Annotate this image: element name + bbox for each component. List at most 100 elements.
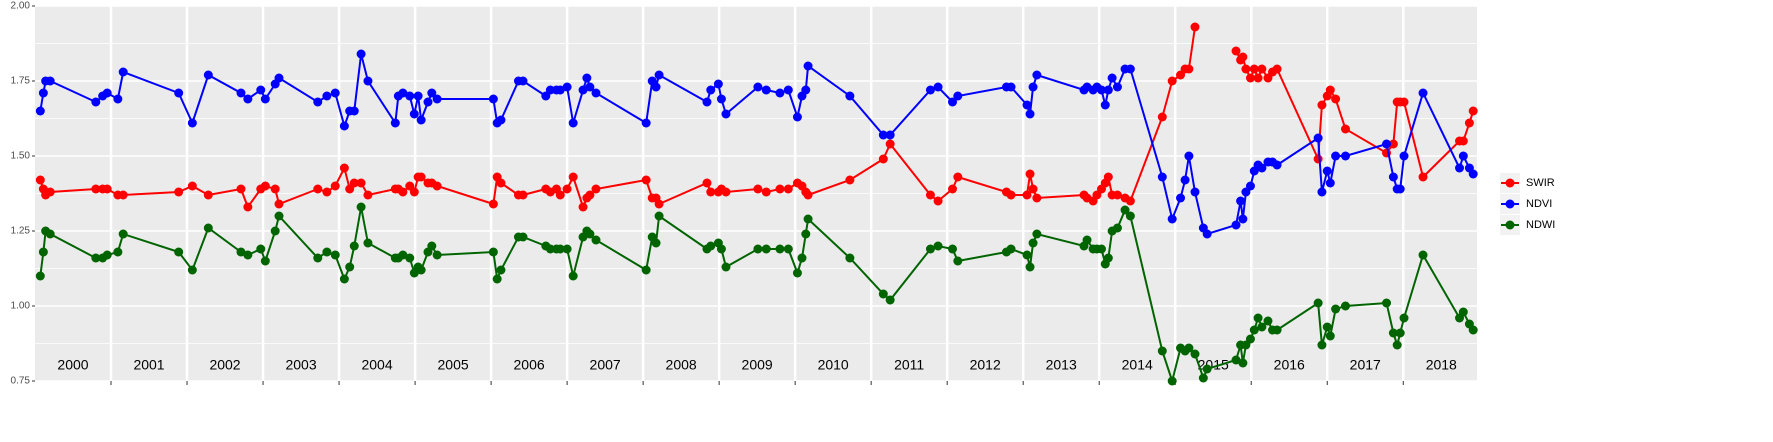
point <box>654 199 664 209</box>
point <box>1468 325 1478 335</box>
year-label: 2011 <box>894 357 924 373</box>
point <box>885 139 895 149</box>
point <box>792 268 802 278</box>
point <box>356 202 366 212</box>
point <box>578 202 588 212</box>
point <box>1455 163 1465 173</box>
point <box>35 175 45 185</box>
point <box>568 118 578 128</box>
point <box>118 67 128 77</box>
year-label: 2016 <box>1274 357 1305 373</box>
point <box>651 238 661 248</box>
point <box>1238 358 1248 368</box>
point <box>243 202 253 212</box>
point <box>721 187 731 197</box>
point <box>591 184 601 194</box>
point <box>35 106 45 116</box>
point <box>753 82 763 92</box>
point <box>236 247 246 257</box>
point <box>1190 22 1200 32</box>
point <box>1112 190 1122 200</box>
point <box>753 244 763 254</box>
point <box>416 115 426 125</box>
point <box>845 175 855 185</box>
point <box>322 187 332 197</box>
point <box>313 184 323 194</box>
point <box>322 247 332 257</box>
y-tick-label: 1.75 <box>11 76 31 87</box>
point <box>585 190 595 200</box>
point <box>1112 82 1122 92</box>
point <box>1340 301 1350 311</box>
point <box>706 241 716 251</box>
point <box>947 244 957 254</box>
point <box>1458 136 1468 146</box>
point <box>878 130 888 140</box>
point <box>187 181 197 191</box>
point <box>1331 151 1341 161</box>
year-label: 2018 <box>1426 357 1457 373</box>
point <box>1458 151 1468 161</box>
point <box>1125 211 1135 221</box>
point <box>1184 151 1194 161</box>
point <box>488 247 498 257</box>
point <box>203 190 213 200</box>
point <box>260 256 270 266</box>
point <box>761 187 771 197</box>
point <box>721 262 731 272</box>
point <box>349 106 359 116</box>
point <box>702 97 712 107</box>
point <box>1103 172 1113 182</box>
point <box>203 223 213 233</box>
point <box>1272 160 1282 170</box>
point <box>1190 349 1200 359</box>
year-label: 2009 <box>742 357 773 373</box>
point <box>330 250 340 260</box>
point <box>1322 166 1332 176</box>
point <box>775 88 785 98</box>
point <box>102 184 112 194</box>
point <box>562 244 572 254</box>
point <box>1202 364 1212 374</box>
point <box>925 190 935 200</box>
point <box>496 178 506 188</box>
year-label: 2008 <box>666 357 697 373</box>
point <box>1257 64 1267 74</box>
point <box>405 253 415 263</box>
point <box>496 115 506 125</box>
point <box>654 211 664 221</box>
year-label: 2003 <box>285 357 316 373</box>
point <box>885 295 895 305</box>
point <box>801 85 811 95</box>
point <box>488 199 498 209</box>
point <box>1112 223 1122 233</box>
point <box>716 94 726 104</box>
point <box>761 85 771 95</box>
year-label: 2005 <box>438 357 469 373</box>
point <box>1103 85 1113 95</box>
point <box>1395 184 1405 194</box>
year-label: 2015 <box>1198 357 1229 373</box>
point <box>38 88 48 98</box>
point <box>423 97 433 107</box>
point <box>792 112 802 122</box>
point <box>91 253 101 263</box>
point <box>702 178 712 188</box>
legend-dot <box>1505 178 1515 188</box>
point <box>413 91 423 101</box>
year-label: 2017 <box>1350 357 1381 373</box>
y-tick-label: 1.00 <box>11 301 31 312</box>
point <box>118 229 128 239</box>
point <box>1231 220 1241 230</box>
point <box>260 94 270 104</box>
point <box>1464 118 1474 128</box>
point <box>356 178 366 188</box>
point <box>933 196 943 206</box>
point <box>349 178 359 188</box>
point <box>1231 46 1241 56</box>
point <box>356 49 366 59</box>
point <box>1331 94 1341 104</box>
point <box>518 232 528 242</box>
point <box>409 109 419 119</box>
